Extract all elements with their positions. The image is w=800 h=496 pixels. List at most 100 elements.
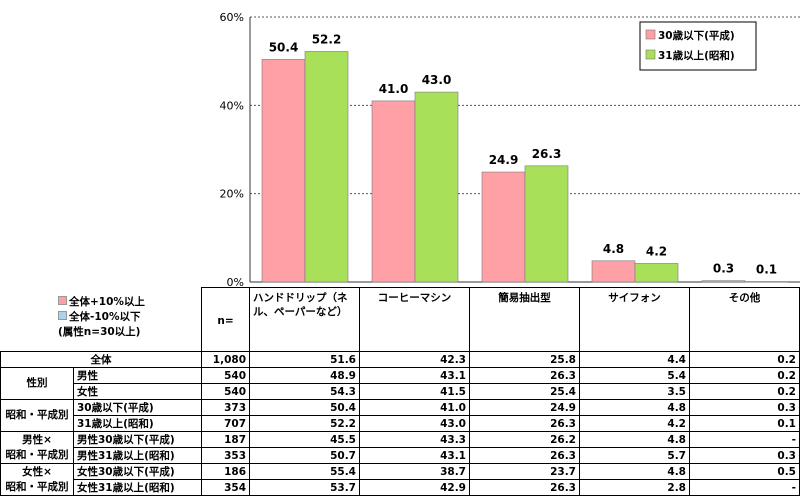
bar — [304, 51, 349, 283]
group-line: 昭和・平成別 — [5, 448, 69, 461]
row-value: 4.8 — [579, 431, 690, 448]
row-value: 25.8 — [469, 351, 580, 368]
row-value: 26.2 — [469, 431, 580, 448]
bar — [481, 171, 526, 283]
row-value: 55.4 — [249, 463, 360, 480]
row-value: 3.5 — [579, 383, 690, 400]
row-value: 25.4 — [469, 383, 580, 400]
row-value: 0.1 — [689, 415, 800, 432]
bar — [634, 263, 679, 283]
row-value: 0.5 — [689, 463, 800, 480]
bar — [414, 91, 459, 283]
note-up-swatch — [58, 296, 67, 305]
row-n: 187 — [201, 431, 250, 448]
y-tick-label: 60% — [220, 11, 244, 24]
row-value: 4.4 — [579, 351, 690, 368]
data-label: 43.0 — [422, 73, 452, 87]
data-label: 24.9 — [489, 153, 519, 167]
data-table: n= ハンドドリップ（ネル、ペーパーなど） コーヒーマシン 簡易抽出型 サイフォン その他… — [0, 287, 800, 496]
row-value: 2.8 — [579, 479, 690, 496]
table-header-row: n= ハンドドリップ（ネル、ペーパーなど） コーヒーマシン 簡易抽出型 サイフォン その他 — [1, 287, 800, 352]
row-value: 42.3 — [359, 351, 470, 368]
table-row: 全体 1,080 51.6 42.3 25.8 4.4 0.2 — [0, 351, 800, 368]
row-value: 0.2 — [689, 367, 800, 384]
column-header: サイフォン — [579, 287, 690, 352]
y-tick-label: 40% — [220, 99, 244, 112]
column-header: 簡易抽出型 — [469, 287, 580, 352]
row-label: 女性 — [73, 383, 202, 400]
row-value: 43.1 — [359, 447, 470, 464]
data-label: 50.4 — [269, 40, 299, 54]
row-value: 50.7 — [249, 447, 360, 464]
row-n: 186 — [201, 463, 250, 480]
row-label: 31歳以上(昭和) — [73, 415, 202, 432]
bar — [701, 280, 746, 283]
row-value: 43.1 — [359, 367, 470, 384]
note-down: 全体-10%以下 — [58, 310, 141, 324]
table-row: 女性 540 54.3 41.5 25.4 3.5 0.2 — [1, 383, 800, 400]
row-label: 男性 — [73, 367, 202, 384]
note-down-text: 全体-10%以下 — [69, 311, 141, 323]
row-value: 4.8 — [579, 399, 690, 416]
data-label: 4.2 — [646, 244, 667, 258]
legend-swatch — [645, 29, 656, 40]
table-row: 男性× 昭和・平成別 男性30歳以下(平成) 187 45.5 43.3 26.2 4.8- — [0, 431, 800, 464]
header-blank — [1, 288, 202, 352]
row-n: 707 — [201, 415, 250, 432]
row-group-label: 性別 — [0, 367, 74, 400]
row-value: 50.4 — [249, 399, 360, 416]
row-group-label: 全体 — [0, 351, 202, 368]
row-n: 540 — [201, 367, 250, 384]
row-value: 0.2 — [689, 383, 800, 400]
row-value: 42.9 — [359, 479, 470, 496]
row-value: 41.0 — [359, 399, 470, 416]
data-label: 0.3 — [713, 262, 734, 276]
legend-swatch — [645, 49, 656, 60]
note-up: 全体+10%以上 — [58, 295, 145, 309]
table-row: 31歳以上(昭和) 707 52.2 43.0 26.3 4.2 0.1 — [1, 415, 800, 432]
row-value: 0.3 — [689, 447, 800, 464]
data-label: 41.0 — [379, 82, 409, 96]
row-value: 45.5 — [249, 431, 360, 448]
row-value: 26.3 — [469, 367, 580, 384]
column-header: ハンドドリップ（ネル、ペーパーなど） — [249, 287, 360, 352]
row-label: 女性31歳以上(昭和) — [73, 479, 202, 496]
bar — [591, 260, 636, 283]
note-base: (属性n=30以上) — [58, 326, 141, 338]
row-value: 26.3 — [469, 447, 580, 464]
y-tick-label: 20% — [220, 188, 244, 201]
row-value: 43.0 — [359, 415, 470, 432]
row-value: 48.9 — [249, 367, 360, 384]
row-value: 51.6 — [249, 351, 360, 368]
legend-label: 31歳以上(昭和) — [658, 49, 735, 62]
table-row: 女性31歳以上(昭和) 354 53.7 42.9 26.3 2.8- — [1, 479, 800, 496]
column-header: その他 — [689, 287, 800, 352]
data-label: 26.3 — [532, 147, 562, 161]
row-value: 38.7 — [359, 463, 470, 480]
group-line: 男性× — [22, 433, 52, 446]
group-line: 女性× — [22, 465, 52, 478]
bar-chart: 0% 20% 40% 60% 50.4 52.2 41.0 43.0 24.9 26.3 4.8 4.… — [220, 11, 800, 289]
row-group-label: 昭和・平成別 — [0, 399, 74, 432]
table-row: 女性× 昭和・平成別 女性30歳以下(平成) 186 55.4 38.7 23.7 4.8 0.… — [0, 463, 800, 496]
row-value: 52.2 — [249, 415, 360, 432]
row-group-label: 女性× 昭和・平成別 — [0, 463, 74, 496]
row-n: 1,080 — [201, 351, 250, 368]
row-value: 53.7 — [249, 479, 360, 496]
data-label: 0.1 — [756, 263, 777, 277]
header-n: n= — [201, 287, 250, 352]
note-down-swatch — [58, 311, 67, 320]
table-row: 昭和・平成別 30歳以下(平成) 373 50.4 41.0 24.9 4.8 0.3 — [0, 399, 800, 432]
row-value: 0.2 — [689, 351, 800, 368]
bar — [524, 165, 569, 283]
row-value: - — [689, 431, 800, 448]
row-label: 男性31歳以上(昭和) — [73, 447, 202, 464]
row-group-label: 男性× 昭和・平成別 — [0, 431, 74, 464]
row-n: 373 — [201, 399, 250, 416]
row-n: 354 — [201, 479, 250, 496]
row-label: 男性30歳以下(平成) — [73, 431, 202, 448]
row-value: 54.3 — [249, 383, 360, 400]
row-value: 26.3 — [469, 479, 580, 496]
row-value: 4.2 — [579, 415, 690, 432]
row-value: - — [689, 479, 800, 496]
